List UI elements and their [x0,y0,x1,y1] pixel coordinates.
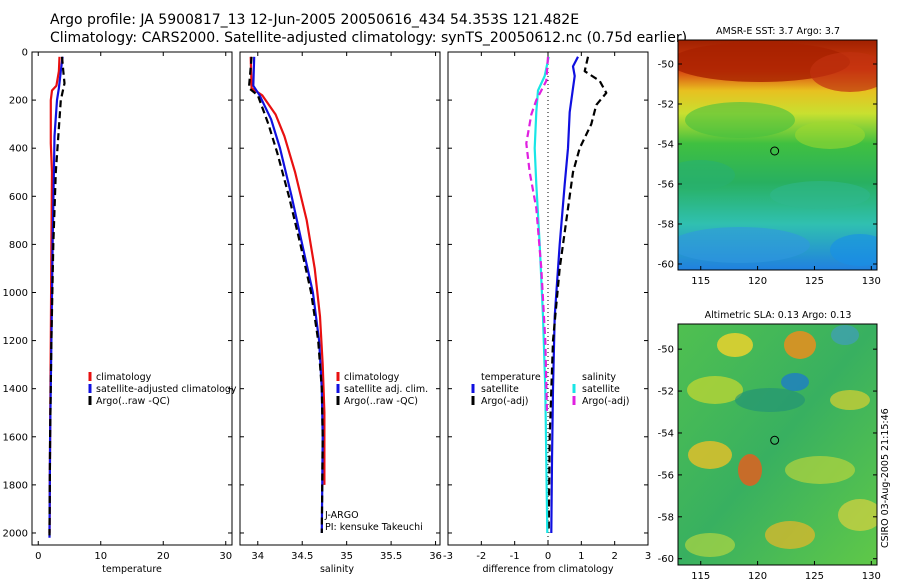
temperature-panel: 0 10 20 30 0 200 400 600 800 1000 1200 1400 1600 1800… [3,48,237,576]
y-tick-label: -50 [658,345,674,356]
y-tick-label: -54 [658,140,674,151]
salinity-panel: 34 34.5 35 35.5 36 salinity climatology sate… [239,51,442,575]
y-tick-label: 600 [9,192,28,203]
x-tick-label: -3 [443,551,453,562]
x-tick-label: 1 [578,551,584,562]
legend-label: Argo(..raw -QC) [96,396,170,407]
y-tick-label: -60 [658,260,674,271]
y-tick-label: -56 [658,180,674,191]
difference-legend: temperature satellite Argo(-adj) salinit… [471,372,629,407]
legend-label: satellite-adjusted climatology [96,384,237,395]
sst-map-title: AMSR-E SST: 3.7 Argo: 3.7 [716,26,840,37]
series-line-salinity-argo-adj [525,56,550,413]
series-line-temperature-argo-adj [547,56,608,534]
legend-label: satellite adj. clim. [344,384,428,395]
x-tick-label: 20 [157,551,170,562]
y-tick-label: 0 [22,48,28,59]
figure-title-line1: Argo profile: JA 5900817_13 12-Jun-2005 … [50,12,580,28]
y-tick-label: -58 [658,220,674,231]
x-tick-label: 35 [340,551,353,562]
x-tick-label: 36 [429,551,442,562]
sst-map-axes [677,39,878,271]
x-tick-label: 30 [219,551,232,562]
temperature-legend: climatology satellite-adjusted climatolo… [88,372,237,407]
sst-heatmap [678,40,877,270]
series-line-salinity-satellite [533,56,550,534]
difference-axes [447,51,649,546]
series-line-climatology [249,56,326,485]
temperature-axes [31,51,233,546]
x-tick-label: 115 [691,276,710,287]
sla-map-axes [677,323,878,566]
legend-label: Argo(-adj) [481,396,528,407]
y-tick-label: -50 [658,60,674,71]
y-tick-label: -54 [658,428,674,439]
x-tick-label: 115 [691,571,710,580]
y-tick-label: -52 [658,387,674,398]
y-tick-label: -60 [658,554,674,565]
x-tick-label: 34 [251,551,264,562]
argo-position-marker [770,435,780,445]
y-tick-label: 1400 [3,384,28,395]
x-tick-label: 130 [862,276,881,287]
y-tick-label: 2000 [3,528,28,539]
difference-panel: -3 -2 -1 0 1 2 3 difference from climatology t… [443,51,651,575]
temperature-xlabel: temperature [102,564,162,575]
legend-label: Argo(..raw -QC) [344,396,418,407]
legend-label: climatology [344,372,400,383]
x-tick-label: 120 [748,571,767,580]
sla-heatmap [678,324,877,565]
salinity-axes [239,51,441,546]
x-tick-label: 120 [748,276,767,287]
series-line-temperature-satellite [550,56,579,534]
x-tick-label: 3 [645,551,651,562]
series-line-argo-raw-qc [247,56,324,534]
y-tick-label: 1200 [3,336,28,347]
legend-label: satellite [481,384,519,395]
salinity-xlabel: salinity [320,564,354,575]
x-tick-label: 0 [545,551,551,562]
series-line-argo-raw-qc [48,56,66,536]
legend-title-salinity: salinity [582,372,616,383]
sst-map-panel: AMSR-E SST: 3.7 Argo: 3.7 115 120 125 130 -5… [658,26,881,287]
x-tick-label: -2 [476,551,486,562]
figure-title-line2: Climatology: CARS2000. Satellite-adjuste… [50,30,688,46]
argo-position-marker [770,146,780,156]
y-tick-label: 200 [9,96,28,107]
timestamp-stamp: CSIRO 03-Aug-2005 21:15:46 [880,408,891,548]
x-tick-label: 2 [611,551,617,562]
legend-label: climatology [96,372,152,383]
legend-title-temperature: temperature [481,372,541,383]
legend-label: satellite [582,384,620,395]
y-tick-label: 400 [9,144,28,155]
x-tick-label: 125 [805,571,824,580]
y-tick-label: -52 [658,100,674,111]
y-tick-label: 1600 [3,432,28,443]
legend-label: Argo(-adj) [582,396,629,407]
salinity-legend: climatology satellite adj. clim. Argo(..… [336,372,428,407]
x-tick-label: 35.5 [380,551,402,562]
x-tick-label: 0 [35,551,41,562]
x-tick-label: 34.5 [291,551,313,562]
x-tick-label: -1 [510,551,520,562]
y-tick-label: -58 [658,512,674,523]
x-tick-label: 130 [862,571,881,580]
difference-xlabel: difference from climatology [482,564,613,575]
y-tick-label: 1000 [3,288,28,299]
x-tick-label: 10 [94,551,107,562]
y-tick-label: -56 [658,470,674,481]
y-tick-label: 1800 [3,480,28,491]
pi-annotation: PI: kensuke Takeuchi [325,522,423,533]
jargo-annotation: J-ARGO [324,510,359,521]
y-tick-label: 800 [9,240,28,251]
sla-map-panel: Altimetric SLA: 0.13 Argo: 0.13 115 120 12… [658,310,881,580]
series-line-satellite-adj-clim [252,56,324,534]
x-tick-label: 125 [805,276,824,287]
sla-map-title: Altimetric SLA: 0.13 Argo: 0.13 [705,310,852,321]
